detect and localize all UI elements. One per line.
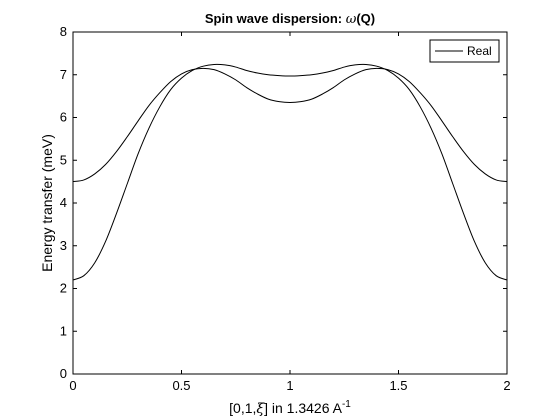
y-tick-label: 3 [60,238,67,253]
y-tick-label: 1 [60,323,67,338]
y-tick-label: 6 [60,110,67,125]
y-tick-label: 7 [60,67,67,82]
x-axis-superscript: -1 [342,399,351,410]
series-curves [72,63,508,281]
y-tick-label: 8 [60,24,67,39]
chart-title: Spin wave dispersion: ω(Q) [205,11,375,27]
x-tick-label: 0 [69,378,76,393]
title-omega-symbol: ω [346,12,357,27]
axes-box [72,31,508,375]
series-line-1 [72,67,508,183]
x-tick-label: 2 [503,378,510,393]
legend-label: Real [467,44,492,58]
x-tick-label: 1.5 [389,378,407,393]
y-axis-label: Energy transfer (meV) [39,134,55,272]
x-axis-xi-symbol: ξ [256,401,265,417]
legend: Real [429,39,500,63]
axis-ticks: 0 0.5 1 1.5 2 0 1 2 3 4 5 6 7 8 [60,24,511,393]
y-tick-label: 4 [60,195,67,210]
y-tick-label: 0 [60,366,67,381]
legend-box [429,39,500,63]
x-tick-label: 1 [286,378,293,393]
y-tick-label: 5 [60,152,67,167]
series-line-2 [72,63,508,281]
x-tick-label: 0.5 [172,378,190,393]
y-tick-label: 2 [60,281,67,296]
x-axis-label: [0,1,ξ] in 1.3426 A-1 [229,399,351,417]
